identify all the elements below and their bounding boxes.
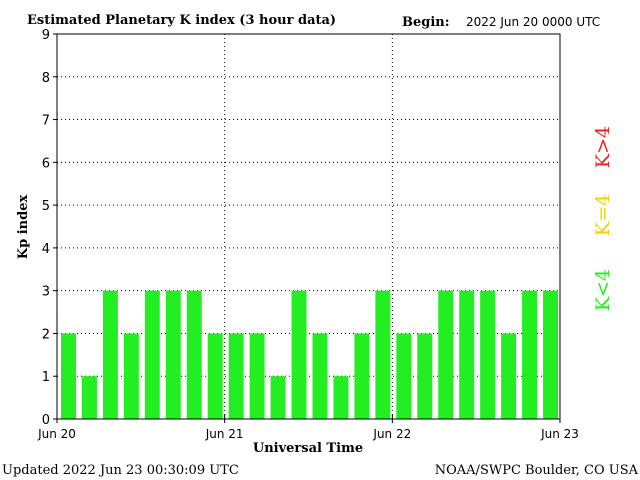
y-tick-label: 7 <box>42 114 50 129</box>
y-tick-label: 4 <box>42 242 50 257</box>
x-tick-label: Jun 20 <box>37 427 76 441</box>
y-tick-label: 2 <box>42 327 50 342</box>
y-ticks: 0 1 2 3 4 5 6 7 8 9 <box>42 28 57 428</box>
x-tick-label: Jun 22 <box>372 427 411 441</box>
y-tick-label: 3 <box>42 285 50 300</box>
y-tick-label: 8 <box>42 71 50 86</box>
kp-bar <box>333 376 349 419</box>
y-tick-label: 5 <box>42 199 50 214</box>
bars <box>61 290 558 419</box>
kp-bar <box>102 290 118 419</box>
kp-bar <box>459 290 475 419</box>
kp-bar <box>522 290 538 419</box>
x-tick-label: Jun 23 <box>540 427 579 441</box>
kp-bar <box>396 333 412 419</box>
kp-bar <box>207 333 223 419</box>
y-tick-label: 0 <box>42 413 50 428</box>
kp-bar <box>543 290 558 419</box>
kp-bar <box>228 333 244 419</box>
legend: K<4 K=4 K>4 <box>592 126 614 311</box>
chart-title: Estimated Planetary K index (3 hour data… <box>27 13 336 28</box>
kp-bar <box>375 290 391 419</box>
x-tick-label: Jun 21 <box>205 427 244 441</box>
kp-bar <box>61 333 76 419</box>
credit-text: NOAA/SWPC Boulder, CO USA <box>435 463 639 478</box>
legend-entry: K=4 <box>592 194 614 236</box>
kp-bar <box>438 290 454 419</box>
kp-bar <box>354 333 370 419</box>
y-tick-label: 1 <box>42 370 50 385</box>
kp-bar <box>249 333 265 419</box>
kp-bar <box>291 290 307 419</box>
kp-bar <box>81 376 97 419</box>
x-axis-label: Universal Time <box>253 441 363 456</box>
kp-bar <box>312 333 328 419</box>
kp-bar <box>186 290 202 419</box>
updated-timestamp: Updated 2022 Jun 23 00:30:09 UTC <box>2 463 239 478</box>
kp-bar <box>270 376 286 419</box>
grid <box>57 34 560 419</box>
begin-value: 2022 Jun 20 0000 UTC <box>466 15 600 29</box>
legend-entry: K<4 <box>592 269 614 311</box>
y-axis-label: Kp index <box>16 195 31 260</box>
y-tick-label: 9 <box>42 28 50 43</box>
kp-bar <box>417 333 433 419</box>
kp-bar <box>144 290 160 419</box>
kp-bar <box>501 333 517 419</box>
kp-bar <box>165 290 181 419</box>
begin-label: Begin: <box>402 15 450 30</box>
x-ticks: Jun 20 Jun 21 Jun 22 Jun 23 <box>37 414 579 441</box>
legend-entry: K>4 <box>592 126 614 168</box>
y-tick-label: 6 <box>42 156 50 171</box>
kp-bar <box>123 333 139 419</box>
plot-frame <box>56 33 561 420</box>
kp-bar <box>480 290 496 419</box>
